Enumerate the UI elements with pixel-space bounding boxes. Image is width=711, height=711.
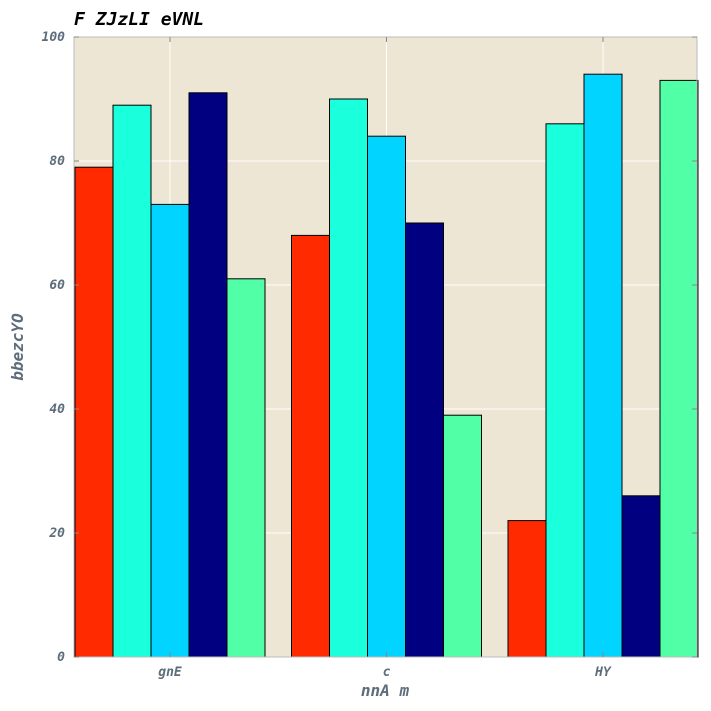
bar-c-2 — [329, 98, 368, 658]
bar-HY-2 — [545, 123, 585, 658]
x-tick-label: gnE — [158, 665, 182, 680]
y-axis-label: bbezcYO — [8, 313, 27, 381]
bar-gnE-2 — [112, 104, 152, 658]
y-tick-label: 0 — [57, 650, 65, 665]
y-tick-label: 20 — [48, 526, 65, 541]
x-axis-label: nnA m — [361, 681, 410, 700]
y-tick-label: 60 — [49, 278, 65, 293]
plot-frame — [73, 36, 698, 658]
bar-HY-5 — [659, 79, 699, 658]
bar-c-5 — [443, 414, 482, 658]
bar-c-1 — [291, 234, 330, 658]
x-tick-label: HY — [594, 665, 612, 680]
y-tick-label: 80 — [49, 154, 65, 169]
bar-HY-3 — [583, 73, 623, 658]
bar-c-3 — [367, 135, 406, 658]
bar-HY-1 — [507, 520, 547, 658]
y-tick-label: 100 — [42, 30, 66, 45]
bar-gnE-5 — [226, 278, 266, 658]
tick-marks — [74, 36, 697, 658]
y-tick-labels: 0 20 40 60 80 100 — [42, 30, 66, 665]
x-tick-labels: gnE c HY — [158, 665, 612, 680]
y-tick-label: 40 — [49, 402, 65, 417]
bars — [74, 73, 699, 658]
bar-gnE-1 — [74, 166, 114, 658]
chart-title: F ZJzLI eVNL — [74, 9, 204, 30]
bar-c-4 — [405, 222, 444, 658]
bar-gnE-4 — [188, 92, 228, 658]
bar-HY-4 — [621, 495, 661, 658]
x-tick-label: c — [383, 665, 391, 680]
bar-gnE-3 — [150, 203, 190, 658]
